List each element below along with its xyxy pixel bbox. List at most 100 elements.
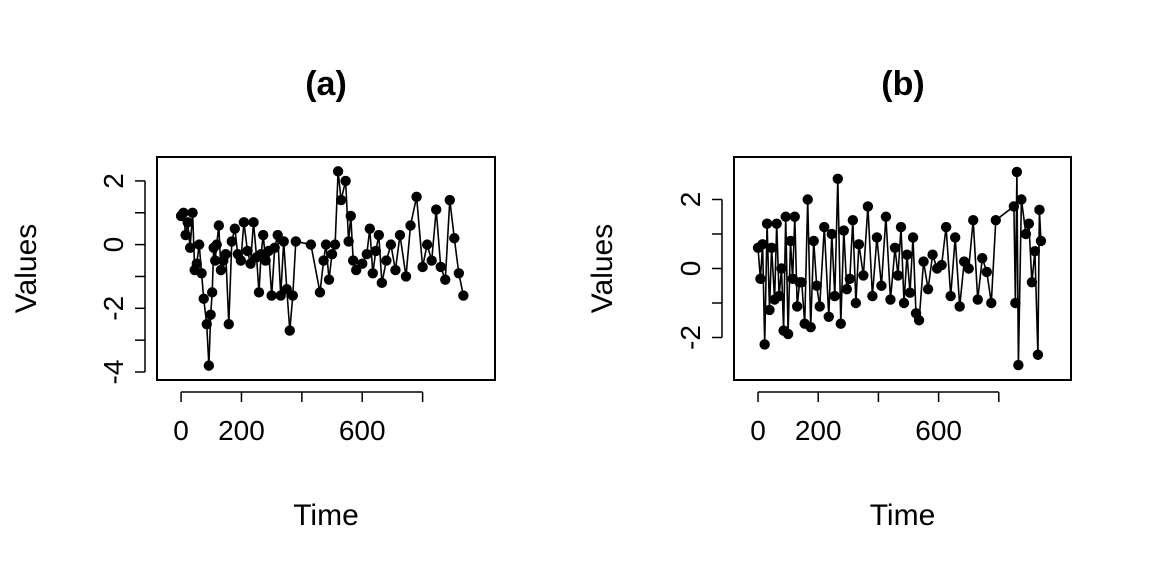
data-point	[266, 290, 277, 301]
data-point	[990, 215, 1001, 226]
data-point	[411, 191, 422, 203]
data-point	[335, 194, 347, 206]
data-point	[838, 225, 850, 236]
data-point	[431, 204, 442, 215]
data-point	[287, 290, 298, 301]
data-point	[326, 248, 338, 260]
data-point	[248, 217, 259, 228]
panel-title: (a)	[305, 65, 347, 103]
data-point	[435, 261, 446, 273]
data-point	[819, 221, 830, 233]
data-point	[963, 263, 974, 274]
data-point	[320, 239, 332, 250]
data-point	[876, 280, 887, 291]
x-tick-label: 200	[218, 415, 265, 446]
data-point	[220, 248, 231, 260]
panel-a: (a) 0 200 600 -4 -2 0 2 Time Values	[10, 65, 496, 532]
data-point	[986, 297, 997, 309]
data-point	[405, 220, 416, 231]
data-point	[290, 236, 302, 247]
data-point	[178, 207, 189, 218]
y-tick-label: 2	[675, 192, 706, 208]
data-point	[209, 255, 221, 266]
data-point	[981, 266, 992, 278]
data-point	[184, 242, 196, 253]
data-point	[949, 232, 961, 243]
data-point	[850, 297, 862, 309]
data-point	[426, 255, 437, 266]
data-point	[201, 319, 212, 330]
data-point	[453, 268, 465, 279]
data-point	[880, 211, 892, 222]
data-point	[832, 173, 843, 184]
data-point	[440, 274, 451, 285]
data-point	[458, 290, 469, 301]
data-point	[892, 270, 904, 281]
y-tick-label: -2	[675, 325, 706, 350]
y-axis-label: Values	[10, 224, 43, 314]
data-point	[844, 273, 856, 285]
data-point	[253, 287, 265, 298]
data-point	[918, 256, 929, 267]
data-point	[203, 360, 215, 371]
data-point	[936, 259, 947, 271]
x-tick-label: 600	[915, 415, 962, 446]
data-point	[332, 166, 344, 177]
data-point	[802, 194, 813, 205]
data-point	[318, 255, 329, 266]
data-point	[1013, 359, 1024, 371]
data-point	[229, 223, 241, 234]
data-point	[823, 311, 834, 322]
data-point	[182, 217, 193, 228]
data-point	[191, 258, 202, 269]
data-point	[196, 268, 207, 279]
data-point	[211, 239, 222, 250]
data-point	[213, 220, 225, 231]
data-point	[826, 228, 837, 240]
data-point	[394, 229, 406, 241]
data-point	[791, 301, 803, 312]
data-point	[269, 242, 280, 253]
data-point	[305, 239, 317, 250]
data-point	[940, 221, 952, 233]
data-point	[972, 294, 983, 305]
y-tick-label: 0	[98, 237, 129, 253]
data-point	[373, 229, 385, 241]
data-point	[206, 287, 218, 298]
data-point	[284, 325, 295, 336]
y-tick-label: -4	[98, 360, 129, 385]
data-point	[226, 236, 237, 247]
data-point	[223, 319, 234, 330]
data-point	[954, 301, 965, 312]
data-point	[444, 194, 455, 206]
data-point	[811, 280, 822, 291]
data-point	[1010, 297, 1021, 309]
data-point	[945, 290, 956, 302]
plot-frame	[733, 156, 1072, 381]
data-point	[847, 215, 859, 226]
data-point	[329, 239, 341, 250]
data-point	[885, 294, 896, 305]
data-point	[907, 232, 919, 243]
data-point	[814, 301, 825, 312]
data-point	[198, 293, 209, 304]
data-point	[805, 321, 816, 333]
data-point	[1011, 166, 1023, 178]
data-point	[829, 290, 840, 302]
data-point	[421, 239, 433, 250]
data-point	[977, 252, 988, 264]
y-tick-label: -2	[98, 296, 129, 321]
x-axis-label: Time	[870, 499, 936, 532]
data-point	[867, 290, 878, 302]
data-point	[238, 217, 250, 228]
data-point	[376, 277, 388, 289]
data-point	[1032, 349, 1044, 360]
data-point	[193, 239, 205, 250]
data-point	[862, 201, 874, 212]
data-point	[808, 235, 819, 247]
data-point	[314, 287, 326, 298]
data-point	[773, 290, 785, 302]
x-tick-label: 0	[173, 415, 189, 446]
